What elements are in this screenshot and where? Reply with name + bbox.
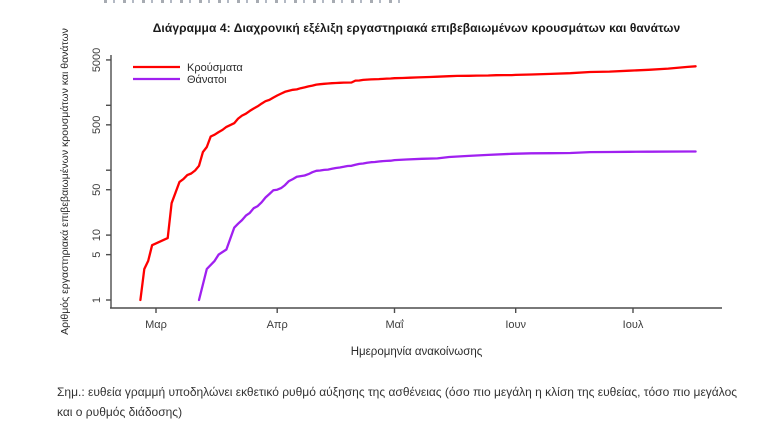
chart-canvas: Μαρ Απρ Μαΐ Ιουν Ιουλ 1 5 10 50 500 5000 Ημερομηνία… (59, 28, 722, 358)
cases-line (139, 65, 697, 302)
x-tick-label: Ιουλ (623, 319, 644, 331)
chart-note: Σημ.: ευθεία γραμμή υποδηλώνει εκθετικό … (57, 385, 738, 419)
y-axis-title: Αριθμός εργαστηριακά επιβεβαιωμένων κρου… (59, 28, 71, 335)
y-tick-label: 500 (91, 116, 103, 134)
y-tick-label: 50 (91, 184, 103, 196)
x-tick-label: Μαρ (145, 319, 167, 331)
x-tick-label: Απρ (267, 319, 288, 331)
x-axis-title: Ημερομηνία ανακοίνωσης (351, 346, 483, 358)
x-tick-label: Ιουν (505, 319, 526, 331)
legend-label-cases: Κρούσματα (187, 62, 243, 74)
y-tick-label: 5000 (91, 48, 103, 72)
cropped-text-fragment (104, 0, 400, 3)
legend-label-deaths: Θάνατοι (187, 74, 227, 86)
y-tick-label: 1 (91, 297, 103, 303)
x-tick-label: Μαΐ (386, 319, 405, 331)
chart-title: Διάγραμμα 4: Διαχρονική εξέλιξη εργαστηρ… (152, 21, 681, 35)
y-tick-label: 5 (91, 252, 103, 258)
y-tick-label: 10 (91, 229, 103, 241)
deaths-line (197, 150, 697, 302)
